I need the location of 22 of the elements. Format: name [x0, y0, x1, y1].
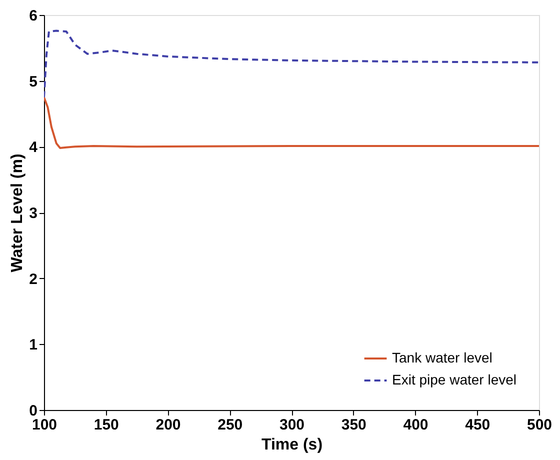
x-tick-label: 350: [341, 416, 366, 434]
x-tick-label: 500: [526, 416, 552, 434]
y-tick-label: 1: [29, 336, 38, 354]
x-tick-label: 100: [32, 416, 58, 434]
x-tick-label: 150: [94, 416, 119, 434]
legend-label: Tank water level: [392, 350, 492, 366]
y-tick-label: 3: [29, 205, 38, 222]
x-tick-label: 200: [156, 416, 181, 434]
y-tick-label: 5: [29, 73, 38, 90]
legend-label: Exit pipe water level: [392, 372, 517, 388]
x-tick-label: 250: [218, 416, 243, 434]
x-axis-title: Time (s): [261, 436, 323, 454]
x-tick-label: 300: [279, 416, 305, 434]
y-axis-title: Water Level (m): [9, 154, 26, 272]
line-series: [44, 96, 539, 149]
line-series: [44, 30, 539, 98]
y-tick-label: 2: [29, 270, 38, 288]
y-tick-label: 0: [29, 402, 38, 420]
x-tick-label: 400: [403, 416, 428, 434]
x-tick-label: 450: [465, 416, 490, 434]
y-tick-label: 6: [29, 8, 38, 24]
y-tick-label: 4: [29, 139, 38, 156]
